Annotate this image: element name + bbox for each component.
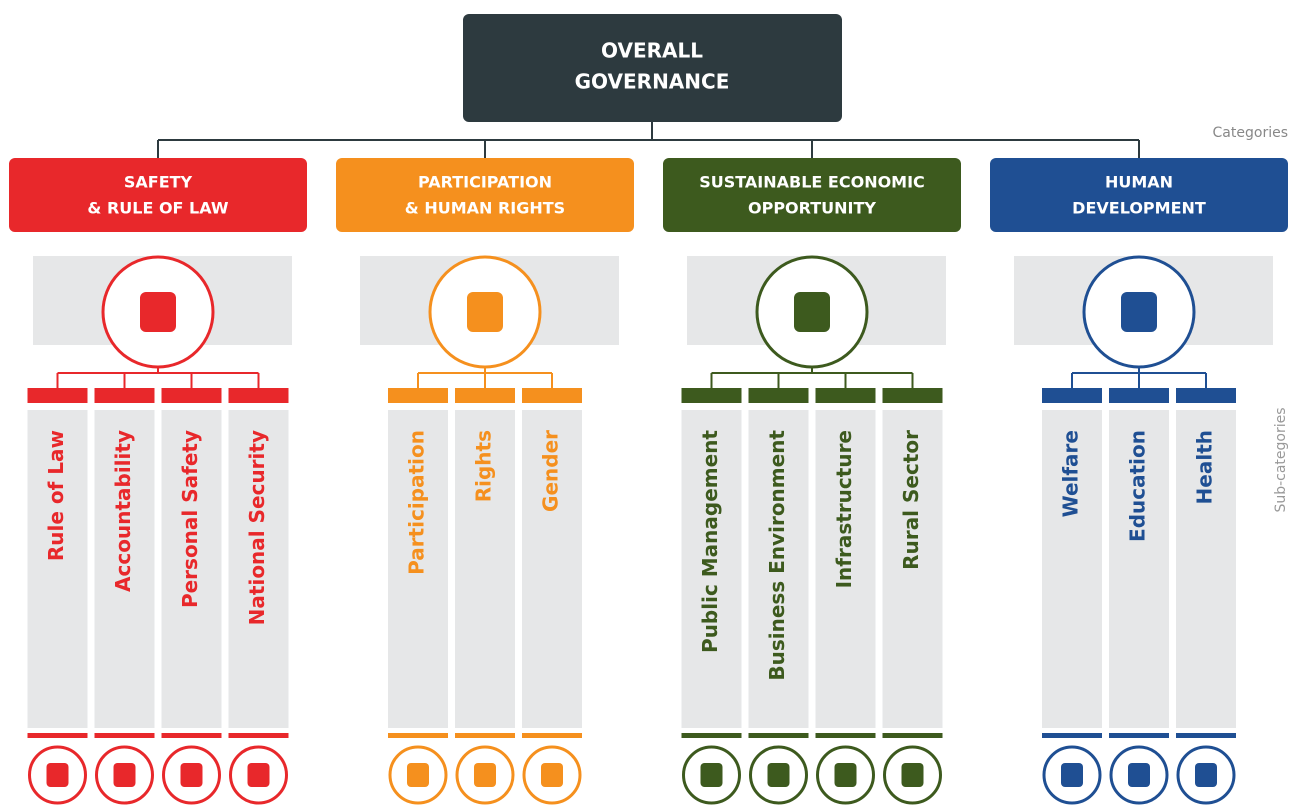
subcategory-column	[522, 410, 582, 728]
category-title: SAFETY	[124, 173, 193, 192]
category-title: HUMAN	[1105, 173, 1173, 192]
category-title: PARTICIPATION	[418, 173, 552, 192]
subcategory-base	[94, 733, 155, 738]
icon-glyph	[767, 763, 790, 787]
subcategory-label: Health	[1193, 430, 1217, 504]
subcategory-column	[882, 410, 943, 728]
subcategory-label: Public Management	[698, 430, 722, 653]
subcategory-base	[882, 733, 943, 738]
subcategory-cap	[882, 388, 943, 403]
subcategory-label: Business Environment	[765, 430, 789, 681]
subcategory-cap	[681, 388, 742, 403]
subcategory-column	[388, 410, 448, 728]
subcategory-column	[1042, 410, 1102, 728]
subcategory-cap	[161, 388, 222, 403]
icon-glyph	[474, 763, 496, 787]
icon-glyph	[700, 763, 723, 787]
icon-glyph	[467, 292, 503, 332]
subcategory-base	[522, 733, 582, 738]
subcategory-base	[681, 733, 742, 738]
icon-glyph	[407, 763, 429, 787]
subcategory-column	[161, 410, 222, 728]
category-title: & HUMAN RIGHTS	[405, 199, 565, 218]
subcategory-base	[27, 733, 88, 738]
subcategory-cap	[815, 388, 876, 403]
subcategory-cap	[1176, 388, 1236, 403]
subcategory-base	[815, 733, 876, 738]
subcategory-column	[1176, 410, 1236, 728]
subcategory-label: Accountability	[111, 430, 135, 592]
subcategory-cap	[522, 388, 582, 403]
subcategory-label: Participation	[405, 430, 429, 575]
top-box	[463, 14, 842, 122]
icon-glyph	[1061, 763, 1083, 787]
subcategory-label: Education	[1126, 430, 1150, 542]
category-title: OPPORTUNITY	[748, 199, 876, 218]
icon-glyph	[247, 763, 270, 787]
subcategory-base	[748, 733, 809, 738]
subcategory-base	[161, 733, 222, 738]
subcategory-base	[388, 733, 448, 738]
subcategory-cap	[748, 388, 809, 403]
subcategory-label: Infrastructure	[832, 430, 856, 588]
subcategory-cap	[455, 388, 515, 403]
subcategory-label: Rights	[472, 430, 496, 502]
icon-glyph	[901, 763, 924, 787]
category-title: & RULE OF LAW	[87, 199, 228, 218]
category-header	[990, 158, 1288, 232]
subcategory-base	[455, 733, 515, 738]
category-title: DEVELOPMENT	[1072, 199, 1206, 218]
category-header	[336, 158, 634, 232]
top-title: OVERALL	[601, 39, 703, 63]
icon-glyph	[834, 763, 857, 787]
subcategory-column	[681, 410, 742, 728]
subcategory-cap	[228, 388, 289, 403]
subcategory-column	[815, 410, 876, 728]
subcategory-base	[228, 733, 289, 738]
subcategory-label: Rule of Law	[44, 430, 68, 561]
top-title: GOVERNANCE	[575, 70, 730, 94]
icon-glyph	[46, 763, 69, 787]
subcategory-base	[1109, 733, 1169, 738]
subcategory-column	[1109, 410, 1169, 728]
category-title: SUSTAINABLE ECONOMIC	[699, 173, 925, 192]
icon-glyph	[1128, 763, 1150, 787]
subcategory-column	[27, 410, 88, 728]
subcategory-label: National Security	[245, 430, 269, 625]
icon-glyph	[794, 292, 830, 332]
subcategory-base	[1042, 733, 1102, 738]
subcategory-label: Rural Sector	[899, 430, 923, 570]
icon-glyph	[1121, 292, 1157, 332]
icon-glyph	[180, 763, 203, 787]
subcategory-cap	[27, 388, 88, 403]
subcategory-column	[94, 410, 155, 728]
categories-label: Categories	[1213, 125, 1288, 141]
icon-glyph	[1195, 763, 1217, 787]
subcategory-column	[455, 410, 515, 728]
icon-glyph	[140, 292, 176, 332]
subcategory-column	[228, 410, 289, 728]
category-header	[9, 158, 307, 232]
subcategory-column	[748, 410, 809, 728]
subcategory-base	[1176, 733, 1236, 738]
subcategories-label: Sub-categories	[1273, 407, 1289, 512]
subcategory-cap	[1109, 388, 1169, 403]
icon-glyph	[113, 763, 136, 787]
subcategory-cap	[1042, 388, 1102, 403]
subcategory-cap	[94, 388, 155, 403]
subcategory-label: Gender	[539, 430, 563, 512]
subcategory-label: Welfare	[1059, 430, 1083, 517]
category-header	[663, 158, 961, 232]
icon-glyph	[541, 763, 563, 787]
subcategory-cap	[388, 388, 448, 403]
subcategory-label: Personal Safety	[178, 430, 202, 608]
